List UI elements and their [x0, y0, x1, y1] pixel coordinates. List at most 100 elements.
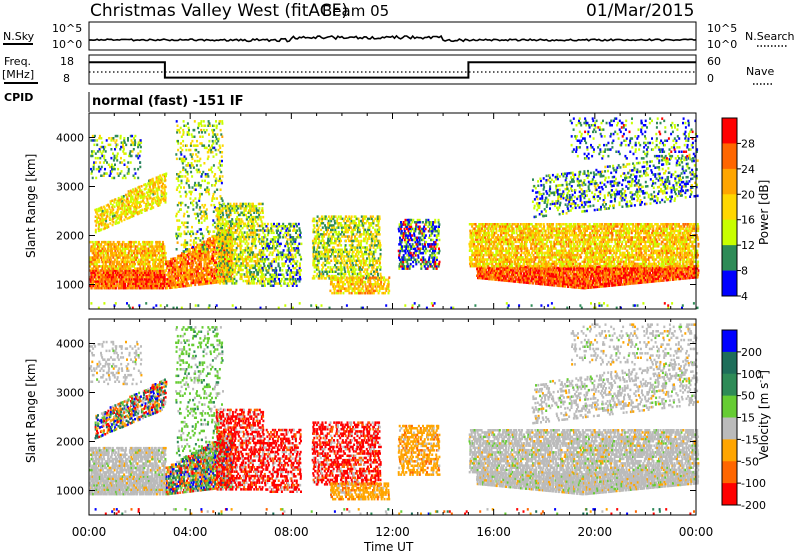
echo-cell: [113, 177, 115, 180]
echo-cell: [176, 264, 178, 267]
echo-cell: [116, 278, 118, 281]
echo-cell: [188, 284, 190, 287]
echo-cell: [105, 250, 107, 253]
echo-cell: [95, 152, 97, 155]
echo-cell: [144, 243, 146, 246]
echo-cell: [144, 241, 146, 244]
echo-cell: [204, 263, 206, 266]
cpid-value: normal (fast) -151 IF: [92, 94, 243, 109]
echo-cell: [138, 186, 140, 189]
echo-cell: [143, 256, 145, 259]
echo-cell: [104, 225, 106, 228]
echo-cell: [156, 287, 158, 290]
echo-cell: [106, 287, 108, 290]
echo-cell: [161, 278, 163, 281]
echo-cell: [137, 252, 139, 255]
echo-cell: [215, 261, 217, 264]
echo-cell: [148, 188, 150, 191]
echo-cell: [118, 276, 120, 279]
echo-cell: [120, 157, 122, 160]
echo-cell: [146, 209, 148, 212]
echo-cell: [101, 285, 103, 288]
echo-cell: [90, 256, 92, 259]
echo-cell: [191, 258, 193, 261]
echo-cell: [130, 285, 132, 288]
echo-cell: [149, 276, 151, 279]
echo-cell: [111, 243, 113, 246]
echo-cell: [186, 265, 188, 268]
echo-cell: [105, 252, 107, 255]
echo-cell: [114, 198, 116, 201]
echo-cell: [98, 265, 100, 268]
echo-cell: [93, 250, 95, 253]
echo-cell: [140, 272, 142, 275]
echo-cell: [156, 267, 158, 270]
echo-cell: [112, 137, 114, 140]
echo-cell: [127, 139, 129, 142]
echo-cell: [202, 270, 204, 273]
echo-cell: [98, 283, 100, 286]
echo-cell: [140, 209, 142, 212]
echo-cell: [146, 274, 148, 277]
echo-cell: [121, 252, 123, 255]
echo-cell: [147, 202, 149, 205]
echo-cell: [119, 148, 121, 151]
echo-cell: [154, 252, 156, 255]
echo-cell: [108, 283, 110, 286]
echo-cell: [147, 252, 149, 255]
echo-cell: [131, 204, 133, 207]
noise-panel: N.Sky N.Search 10^5 10^0 10^5 10^0: [3, 22, 795, 51]
echo-cell: [117, 283, 119, 286]
echo-cell: [112, 267, 114, 270]
echo-cell: [128, 252, 130, 255]
echo-cell: [152, 202, 154, 205]
echo-cell: [165, 256, 167, 259]
echo-cell: [164, 245, 166, 248]
echo-cell: [108, 267, 110, 270]
echo-cell: [114, 164, 116, 167]
echo-cell: [127, 259, 129, 262]
echo-cell: [137, 195, 139, 198]
echo-cell: [161, 185, 163, 188]
echo-cell: [117, 267, 119, 270]
echo-cell: [152, 263, 154, 266]
echo-cell: [104, 280, 106, 283]
echo-cell: [164, 189, 166, 192]
echo-cell: [107, 261, 109, 264]
echo-cell: [93, 243, 95, 246]
echo-cell: [97, 221, 99, 224]
echo-cell: [118, 263, 120, 266]
echo-cell: [103, 155, 105, 158]
echo-cell: [164, 274, 166, 277]
echo-cell: [112, 256, 114, 259]
echo-cell: [94, 254, 96, 257]
echo-cell: [132, 245, 134, 248]
echo-cell: [177, 272, 179, 275]
echo-cell: [135, 248, 137, 251]
echo-cell: [139, 155, 141, 158]
echo-cell: [205, 254, 207, 257]
echo-cell: [121, 208, 123, 211]
echo-cell: [139, 274, 141, 277]
echo-cell: [90, 272, 92, 275]
n-search-label: N.Search: [745, 30, 795, 43]
echo-cell: [97, 214, 99, 217]
echo-cell: [162, 267, 164, 270]
freq-tick-bottom: 8: [63, 72, 70, 85]
echo-cell: [129, 152, 131, 155]
echo-cell: [174, 271, 176, 274]
echo-cell: [160, 201, 162, 204]
echo-cell: [140, 146, 142, 149]
echo-cell: [95, 161, 97, 164]
echo-cell: [134, 168, 136, 171]
echo-cell: [131, 155, 133, 158]
echo-cell: [134, 203, 136, 206]
echo-cell: [110, 245, 112, 248]
echo-cell: [208, 282, 210, 285]
echo-cell: [116, 139, 118, 142]
echo-cell: [133, 243, 135, 246]
echo-cell: [99, 150, 101, 153]
echo-cell: [99, 161, 101, 164]
echo-cell: [116, 215, 118, 218]
echo-cell: [102, 248, 104, 251]
